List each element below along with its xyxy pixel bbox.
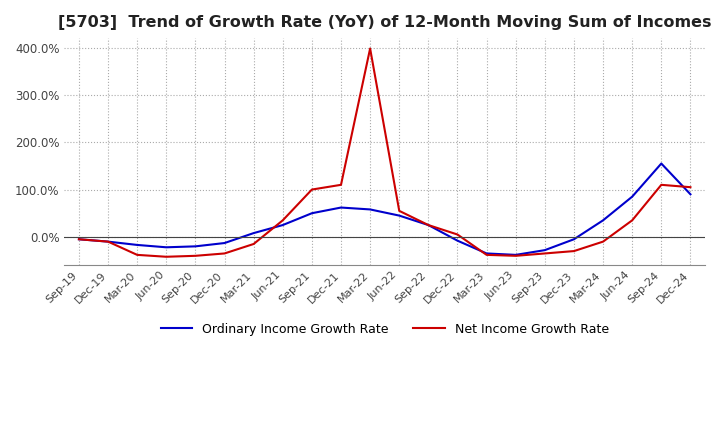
Ordinary Income Growth Rate: [307, 211, 316, 216]
Net Income Growth Rate: [279, 218, 287, 223]
Net Income Growth Rate: [599, 239, 608, 244]
Net Income Growth Rate: [249, 242, 258, 247]
Net Income Growth Rate: [570, 249, 578, 254]
Ordinary Income Growth Rate: [191, 244, 199, 249]
Ordinary Income Growth Rate: [249, 231, 258, 236]
Net Income Growth Rate: [104, 239, 112, 244]
Net Income Growth Rate: [482, 252, 491, 257]
Ordinary Income Growth Rate: [541, 247, 549, 253]
Net Income Growth Rate: [366, 46, 374, 51]
Ordinary Income Growth Rate: [279, 222, 287, 227]
Ordinary Income Growth Rate: [337, 205, 346, 210]
Net Income Growth Rate: [511, 253, 520, 258]
Net Income Growth Rate: [75, 237, 84, 242]
Ordinary Income Growth Rate: [570, 237, 578, 242]
Net Income Growth Rate: [541, 251, 549, 256]
Ordinary Income Growth Rate: [133, 242, 142, 248]
Ordinary Income Growth Rate: [424, 222, 433, 227]
Net Income Growth Rate: [657, 182, 666, 187]
Net Income Growth Rate: [628, 218, 636, 223]
Ordinary Income Growth Rate: [599, 218, 608, 223]
Ordinary Income Growth Rate: [628, 194, 636, 199]
Ordinary Income Growth Rate: [511, 252, 520, 257]
Net Income Growth Rate: [162, 254, 171, 260]
Net Income Growth Rate: [191, 253, 199, 258]
Line: Net Income Growth Rate: Net Income Growth Rate: [79, 48, 690, 257]
Net Income Growth Rate: [220, 251, 229, 256]
Ordinary Income Growth Rate: [104, 239, 112, 244]
Line: Ordinary Income Growth Rate: Ordinary Income Growth Rate: [79, 164, 690, 255]
Ordinary Income Growth Rate: [366, 207, 374, 212]
Net Income Growth Rate: [307, 187, 316, 192]
Ordinary Income Growth Rate: [453, 238, 462, 243]
Net Income Growth Rate: [686, 184, 695, 190]
Net Income Growth Rate: [337, 182, 346, 187]
Net Income Growth Rate: [395, 208, 404, 213]
Ordinary Income Growth Rate: [220, 240, 229, 246]
Ordinary Income Growth Rate: [75, 237, 84, 242]
Ordinary Income Growth Rate: [686, 192, 695, 197]
Legend: Ordinary Income Growth Rate, Net Income Growth Rate: Ordinary Income Growth Rate, Net Income …: [156, 318, 613, 341]
Net Income Growth Rate: [453, 232, 462, 237]
Ordinary Income Growth Rate: [657, 161, 666, 166]
Ordinary Income Growth Rate: [482, 251, 491, 256]
Ordinary Income Growth Rate: [162, 245, 171, 250]
Ordinary Income Growth Rate: [395, 213, 404, 218]
Net Income Growth Rate: [424, 222, 433, 227]
Net Income Growth Rate: [133, 252, 142, 257]
Title: [5703]  Trend of Growth Rate (YoY) of 12-Month Moving Sum of Incomes: [5703] Trend of Growth Rate (YoY) of 12-…: [58, 15, 711, 30]
